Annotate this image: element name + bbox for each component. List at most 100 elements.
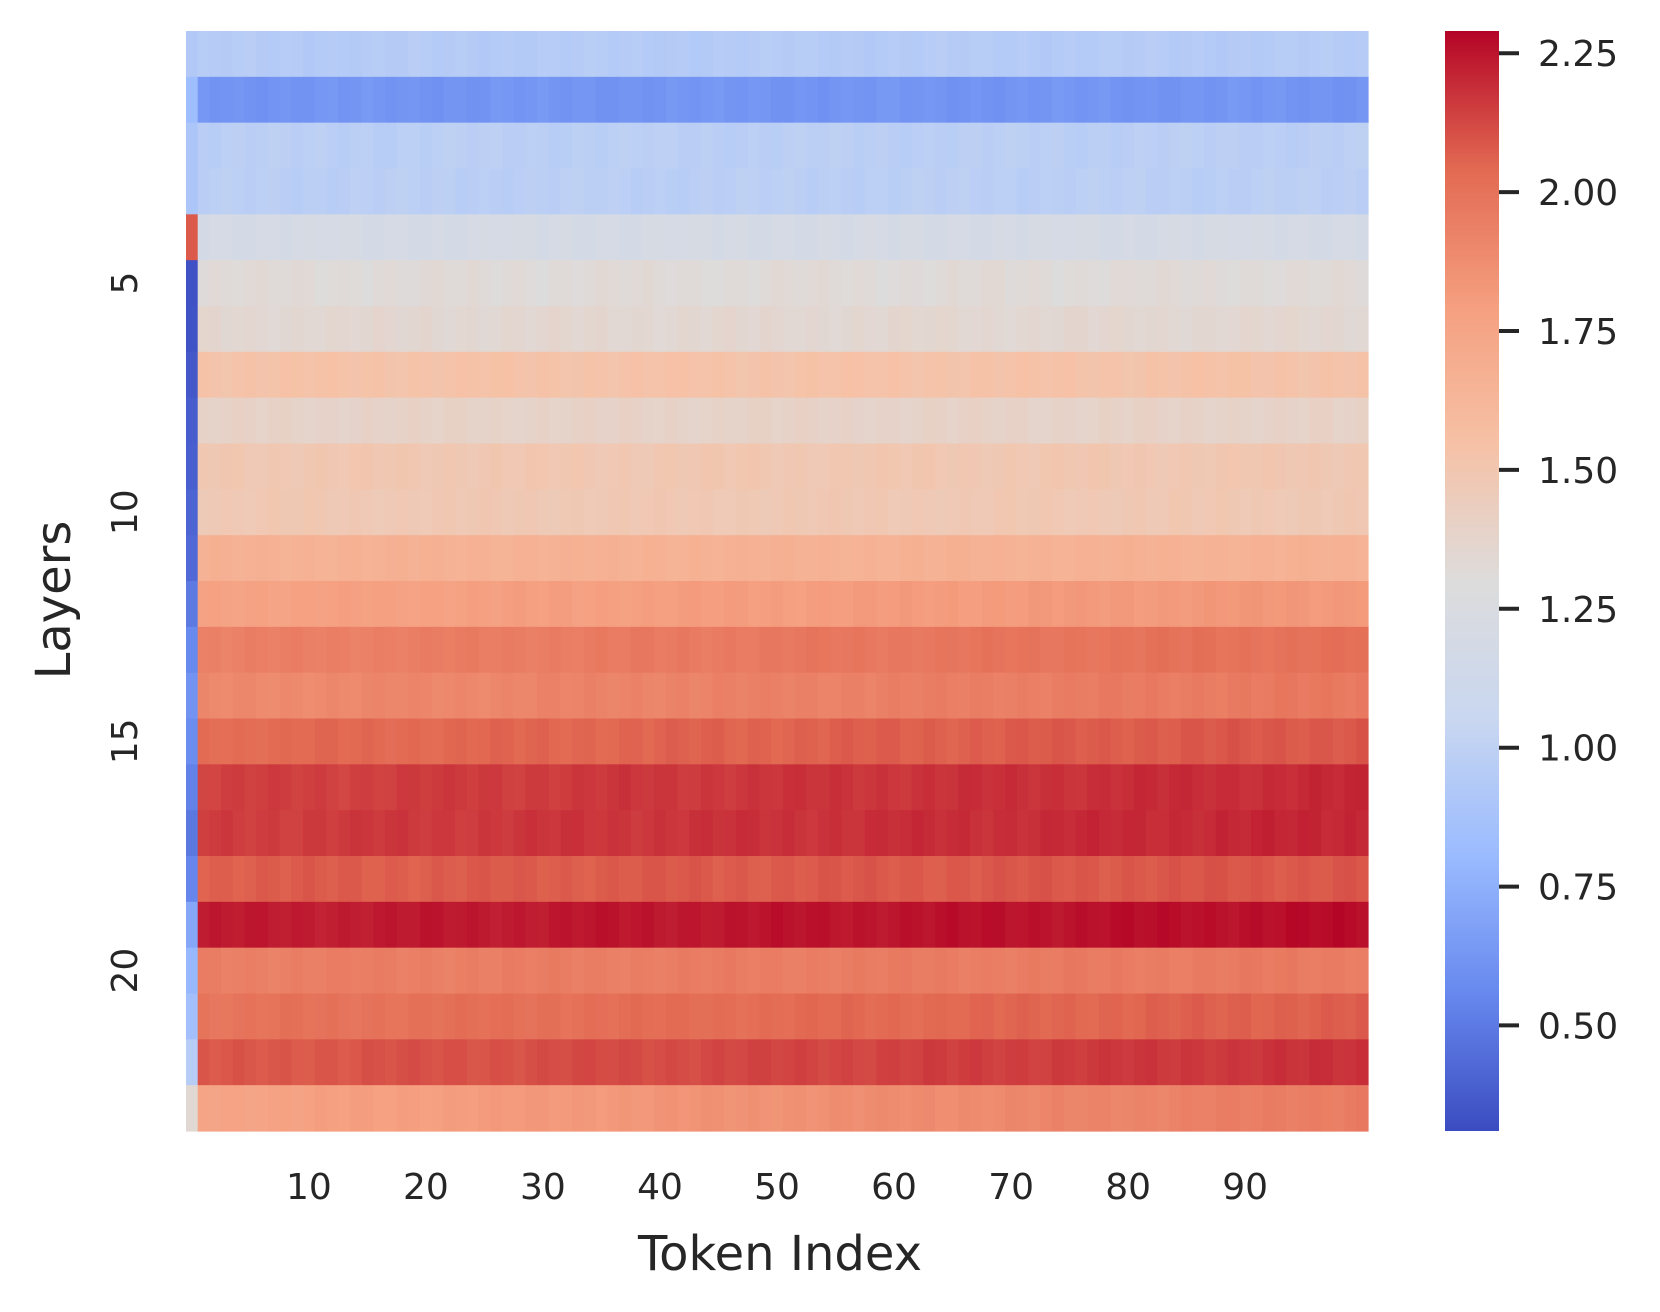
heatmap-cell [256,260,269,307]
heatmap-cell [431,306,445,353]
heatmap-cell [934,260,948,307]
heatmap-cell [899,214,913,261]
heatmap-cell [1052,626,1065,674]
heatmap-cell [186,214,199,261]
heatmap-cell [607,397,620,445]
heatmap-cell [373,76,386,124]
heatmap-cell [1204,1085,1217,1132]
heatmap-cell [1344,718,1357,765]
heatmap-cell [1133,76,1147,124]
heatmap-cell [864,397,878,445]
heatmap-cell [981,489,995,536]
heatmap-cell [771,76,784,124]
heatmap-cell [1286,1085,1299,1132]
heatmap-cell [221,351,234,399]
heatmap-cell [537,168,550,215]
heatmap-cell [970,489,983,536]
heatmap-cell [595,168,608,215]
heatmap-cell [548,810,562,857]
heatmap-cell [724,535,737,582]
heatmap-cell [771,443,784,490]
heatmap-cell [1286,76,1299,124]
heatmap-cell [490,489,503,536]
heatmap-cell [197,764,210,811]
heatmap-cell [958,351,971,399]
heatmap-cell [794,764,807,811]
heatmap-cell [1344,947,1357,995]
heatmap-cell [864,626,878,674]
heatmap-cell [1286,947,1299,995]
heatmap-cell [431,993,445,1040]
heatmap-cell [782,31,796,78]
heatmap-cell [221,535,234,582]
heatmap-cell [209,397,222,445]
heatmap-cell [384,351,398,399]
heatmap-cell [981,947,995,995]
heatmap-cell [1297,810,1311,857]
heatmap-cell [338,397,351,445]
colorbar-tick-label: 0.50 [1538,1006,1618,1047]
heatmap-cell [431,947,445,995]
heatmap-cell [466,76,480,124]
heatmap-cell [1204,489,1217,536]
heatmap-cell [853,1039,866,1086]
heatmap-cell [256,718,269,765]
heatmap-cell [782,443,796,490]
heatmap-cell [314,306,328,353]
heatmap-cell [911,1085,924,1132]
heatmap-cell [970,443,983,490]
heatmap-cell [853,443,866,490]
heatmap-cell [1332,1039,1346,1086]
heatmap-cell [771,1039,784,1086]
heatmap-cell [373,947,386,995]
heatmap-cell [864,535,878,582]
heatmap-cell [899,168,913,215]
heatmap-cell [817,351,831,399]
heatmap-cell [1274,993,1287,1040]
heatmap-cell [349,306,363,353]
heatmap-cell [958,993,971,1040]
heatmap-cell [911,76,924,124]
heatmap-cell [1028,31,1041,78]
heatmap-cell [654,1085,667,1132]
heatmap-cell [1204,718,1217,765]
heatmap-cell [619,1039,632,1086]
heatmap-cell [700,122,714,170]
heatmap-cell [1098,489,1112,536]
heatmap-cell [373,856,386,903]
heatmap-cell [244,31,257,78]
heatmap-cell [1262,856,1275,903]
heatmap-cell [736,31,749,78]
heatmap-cell [560,31,573,78]
heatmap-cell [911,947,924,995]
heatmap-cell [1098,672,1112,720]
heatmap-cell [1075,306,1088,353]
heatmap-cell [455,993,468,1040]
heatmap-cell [420,306,433,353]
heatmap-cell [232,535,246,582]
heatmap-cell [607,581,620,628]
heatmap-cell [525,1085,538,1132]
heatmap-cell [209,306,222,353]
heatmap-cell [689,31,702,78]
heatmap-cell [1098,168,1112,215]
heatmap-cell [654,397,667,445]
heatmap-cell [619,1085,632,1132]
heatmap-cell [700,626,714,674]
heatmap-cell [501,718,515,765]
heatmap-cell [630,856,644,903]
heatmap-cell [958,947,971,995]
heatmap-cell [244,856,257,903]
heatmap-cell [642,214,655,261]
heatmap-cell [1063,581,1077,628]
heatmap-cell [1192,672,1205,720]
heatmap-cell [373,535,386,582]
heatmap-cell [665,168,679,215]
heatmap-cell [736,764,749,811]
heatmap-cell [595,306,608,353]
heatmap-cell [1204,1039,1217,1086]
heatmap-cell [466,31,480,78]
heatmap-cell [630,351,644,399]
heatmap-cell [911,810,924,857]
heatmap-cell [525,260,538,307]
